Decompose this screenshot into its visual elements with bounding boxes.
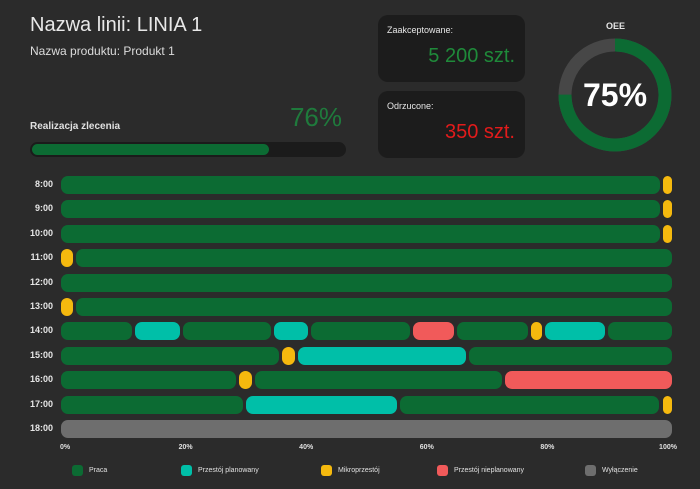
timeline-segment-praca bbox=[61, 322, 132, 341]
timeline-segment-praca bbox=[75, 298, 672, 316]
rejected-value: 350 szt. bbox=[444, 121, 515, 143]
legend-swatch bbox=[437, 465, 448, 476]
hour-label: 18:00 bbox=[29, 423, 53, 433]
hour-label: 14:00 bbox=[29, 325, 53, 336]
axis-tick-label: 20% bbox=[178, 444, 193, 451]
oee-gauge bbox=[558, 38, 672, 152]
product-name: Nazwa produktu: Produkt 1 bbox=[30, 44, 175, 58]
legend-swatch bbox=[321, 465, 332, 476]
hour-label: 8:00 bbox=[34, 179, 53, 189]
accepted-label: Zaakceptowane: bbox=[387, 25, 454, 35]
timeline-segment-przestoj-planowany bbox=[273, 322, 308, 341]
legend-swatch bbox=[181, 465, 192, 476]
hour-label: 9:00 bbox=[34, 203, 53, 214]
timeline-segment-praca bbox=[310, 322, 410, 341]
axis-tick-label: 60% bbox=[419, 444, 434, 451]
timeline-segment-praca bbox=[399, 395, 660, 414]
legend-label: Wyłączenie bbox=[602, 467, 638, 474]
hour-label: 13:00 bbox=[29, 301, 53, 311]
timeline-segment-przestoj-planowany bbox=[134, 322, 181, 341]
timeline-segment-przestoj-nieplanowany bbox=[504, 371, 672, 390]
rejected-label: Odrzucone: bbox=[387, 101, 434, 111]
order-progress-percent: 76% bbox=[289, 102, 342, 132]
timeline-segment-praca bbox=[61, 273, 672, 292]
timeline-segment-praca bbox=[183, 322, 271, 341]
axis-tick-label: 80% bbox=[540, 444, 555, 451]
timeline-segment-mikroprzestoj bbox=[61, 298, 73, 316]
timeline-segment-praca bbox=[608, 322, 672, 341]
timeline-segment-mikroprzestoj bbox=[662, 176, 672, 194]
hour-label: 11:00 bbox=[30, 252, 53, 263]
accepted-value: 5 200 szt. bbox=[428, 45, 515, 67]
timeline-segment-przestoj-planowany bbox=[545, 322, 606, 341]
timeline-segment-mikroprzestoj bbox=[662, 395, 672, 414]
timeline-segment-mikroprzestoj bbox=[239, 371, 252, 390]
timeline-segment-mikroprzestoj bbox=[662, 224, 672, 243]
order-progress-fill bbox=[32, 144, 270, 155]
axis-tick-label: 0% bbox=[59, 444, 71, 451]
legend-swatch bbox=[585, 465, 596, 476]
legend-label: Mikroprzestój bbox=[338, 467, 380, 474]
timeline-segment-mikroprzestoj bbox=[61, 249, 73, 268]
timeline-segment-praca bbox=[61, 346, 279, 365]
accepted-card: Zaakceptowane: 5 200 szt. bbox=[378, 15, 525, 82]
legend-item: Przestój planowany bbox=[181, 465, 259, 476]
legend-item: Praca bbox=[72, 465, 107, 476]
legend-label: Przestój planowany bbox=[198, 467, 259, 474]
legend-swatch bbox=[72, 465, 83, 476]
timeline-segment-praca bbox=[254, 371, 502, 390]
axis-tick-label: 100% bbox=[659, 444, 677, 451]
legend-label: Praca bbox=[89, 467, 108, 474]
timeline-segment-mikroprzestoj bbox=[281, 346, 295, 365]
order-progress-label: Realizacja zlecenia bbox=[30, 121, 121, 132]
timeline-segment-przestoj-planowany bbox=[297, 346, 466, 365]
timeline-segment-praca bbox=[61, 176, 660, 194]
timeline-segment-praca bbox=[457, 322, 528, 341]
legend-item: Przestój nieplanowany bbox=[437, 465, 524, 476]
hour-label: 15:00 bbox=[29, 349, 53, 360]
timeline-segment-praca bbox=[61, 371, 237, 390]
oee-label: OEE bbox=[606, 21, 626, 31]
timeline-segment-praca bbox=[61, 395, 244, 414]
order-progress-bar bbox=[30, 142, 346, 157]
line-name: Nazwa linii: LINIA 1 bbox=[30, 14, 203, 36]
hour-label: 12:00 bbox=[29, 276, 53, 287]
legend-label: Przestój nieplanowany bbox=[454, 467, 525, 474]
timeline-segment-przestoj-planowany bbox=[246, 395, 397, 414]
rejected-card: Odrzucone: 350 szt. bbox=[378, 91, 525, 158]
timeline-segment-mikroprzestoj bbox=[662, 200, 672, 219]
timeline-segment-praca bbox=[468, 346, 672, 365]
legend-item: Mikroprzestój bbox=[321, 465, 380, 476]
oee-value: 75% bbox=[582, 77, 648, 113]
legend-item: Wyłączenie bbox=[585, 465, 638, 476]
timeline-segment-praca bbox=[75, 249, 672, 268]
oee-gauge-arc bbox=[558, 38, 672, 152]
timeline-segment-wylaczenie bbox=[61, 420, 672, 438]
timeline-segment-praca bbox=[61, 200, 660, 219]
hour-label: 17:00 bbox=[29, 398, 53, 409]
hour-label: 10:00 bbox=[29, 227, 53, 238]
axis-tick-label: 40% bbox=[299, 444, 314, 451]
timeline-segment-mikroprzestoj bbox=[530, 322, 543, 341]
hour-label: 16:00 bbox=[29, 374, 53, 385]
timeline-segment-przestoj-nieplanowany bbox=[412, 322, 455, 341]
timeline-segment-praca bbox=[61, 224, 660, 243]
